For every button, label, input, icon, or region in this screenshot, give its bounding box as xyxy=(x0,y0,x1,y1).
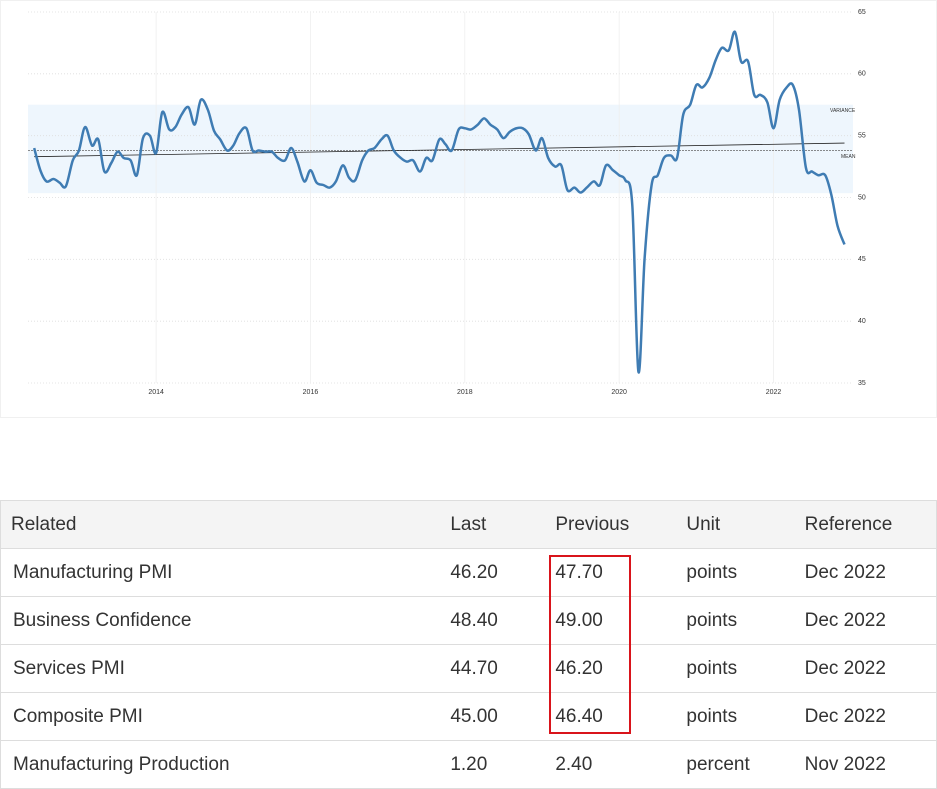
table-cell: 1.20 xyxy=(440,740,546,789)
chart: 35 40 45 50 55 60 65 2014 2016 2018 2020 2022 MEAN VA… xyxy=(0,0,937,418)
table-cell: 46.20 xyxy=(545,644,677,693)
table-cell: Business Confidence xyxy=(0,596,441,645)
x-tick-label: 2018 xyxy=(457,389,473,396)
table-cell: Manufacturing PMI xyxy=(0,548,441,597)
column-header: Previous xyxy=(545,500,677,549)
y-tick-label: 45 xyxy=(858,256,866,263)
table-cell: Dec 2022 xyxy=(794,548,937,597)
table-cell: Dec 2022 xyxy=(794,596,937,645)
table-cell: 44.70 xyxy=(440,644,546,693)
table-cell: points xyxy=(676,644,795,693)
table-cell: 45.00 xyxy=(440,692,546,741)
column-header: Related xyxy=(0,500,441,549)
table-cell: points xyxy=(676,596,795,645)
variance-band xyxy=(28,104,853,194)
table-cell: Dec 2022 xyxy=(794,644,937,693)
table-cell: 48.40 xyxy=(440,596,546,645)
y-tick-label: 50 xyxy=(858,194,866,201)
table-cell: percent xyxy=(676,740,795,789)
mean-label: MEAN xyxy=(841,154,856,160)
table-body: Manufacturing PMI 46.20 47.70 points Dec 202… xyxy=(0,548,937,789)
trend-line xyxy=(34,142,845,158)
table-cell: Dec 2022 xyxy=(794,692,937,741)
table-cell: points xyxy=(676,692,795,741)
y-tick-label: 55 xyxy=(858,133,866,140)
table-cell: Nov 2022 xyxy=(794,740,937,789)
y-tick-label: 40 xyxy=(858,318,866,325)
table-cell: Composite PMI xyxy=(0,692,441,741)
x-tick-label: 2016 xyxy=(303,389,319,396)
table-cell: Manufacturing Production xyxy=(0,740,441,789)
y-tick-label: 60 xyxy=(858,71,866,78)
table-row: Manufacturing PMI 46.20 47.70 points Dec 202… xyxy=(0,548,937,597)
x-tick-label: 2014 xyxy=(148,389,164,396)
table-row: Manufacturing Production 1.20 2.40 percent N… xyxy=(0,740,937,789)
x-tick-label: 2020 xyxy=(611,389,627,396)
table-cell: 2.40 xyxy=(545,740,677,789)
variance-label: VARIANCE xyxy=(830,108,856,114)
table-cell: 49.00 xyxy=(545,596,677,645)
table-cell: 46.20 xyxy=(440,548,546,597)
table-row: Composite PMI 45.00 46.40 points Dec 2022 xyxy=(0,692,937,741)
table-cell: 47.70 xyxy=(545,548,677,597)
chart-frame xyxy=(0,0,937,418)
data-line xyxy=(32,30,846,374)
related-table: Related Last Previous Unit Reference Manufac… xyxy=(0,500,937,789)
table-cell: Services PMI xyxy=(0,644,441,693)
column-header: Unit xyxy=(676,500,795,549)
highlight-box xyxy=(549,555,631,734)
table-row: Business Confidence 48.40 49.00 points Dec 2… xyxy=(0,596,937,645)
table-row: Services PMI 44.70 46.20 points Dec 2022 xyxy=(0,644,937,693)
column-header: Last xyxy=(440,500,546,549)
y-tick-label: 35 xyxy=(858,380,866,387)
table-cell: points xyxy=(676,548,795,597)
y-tick-label: 65 xyxy=(858,9,866,16)
x-tick-label: 2022 xyxy=(766,389,782,396)
header-row: Related Last Previous Unit Reference xyxy=(0,500,937,549)
column-header: Reference xyxy=(794,500,937,549)
